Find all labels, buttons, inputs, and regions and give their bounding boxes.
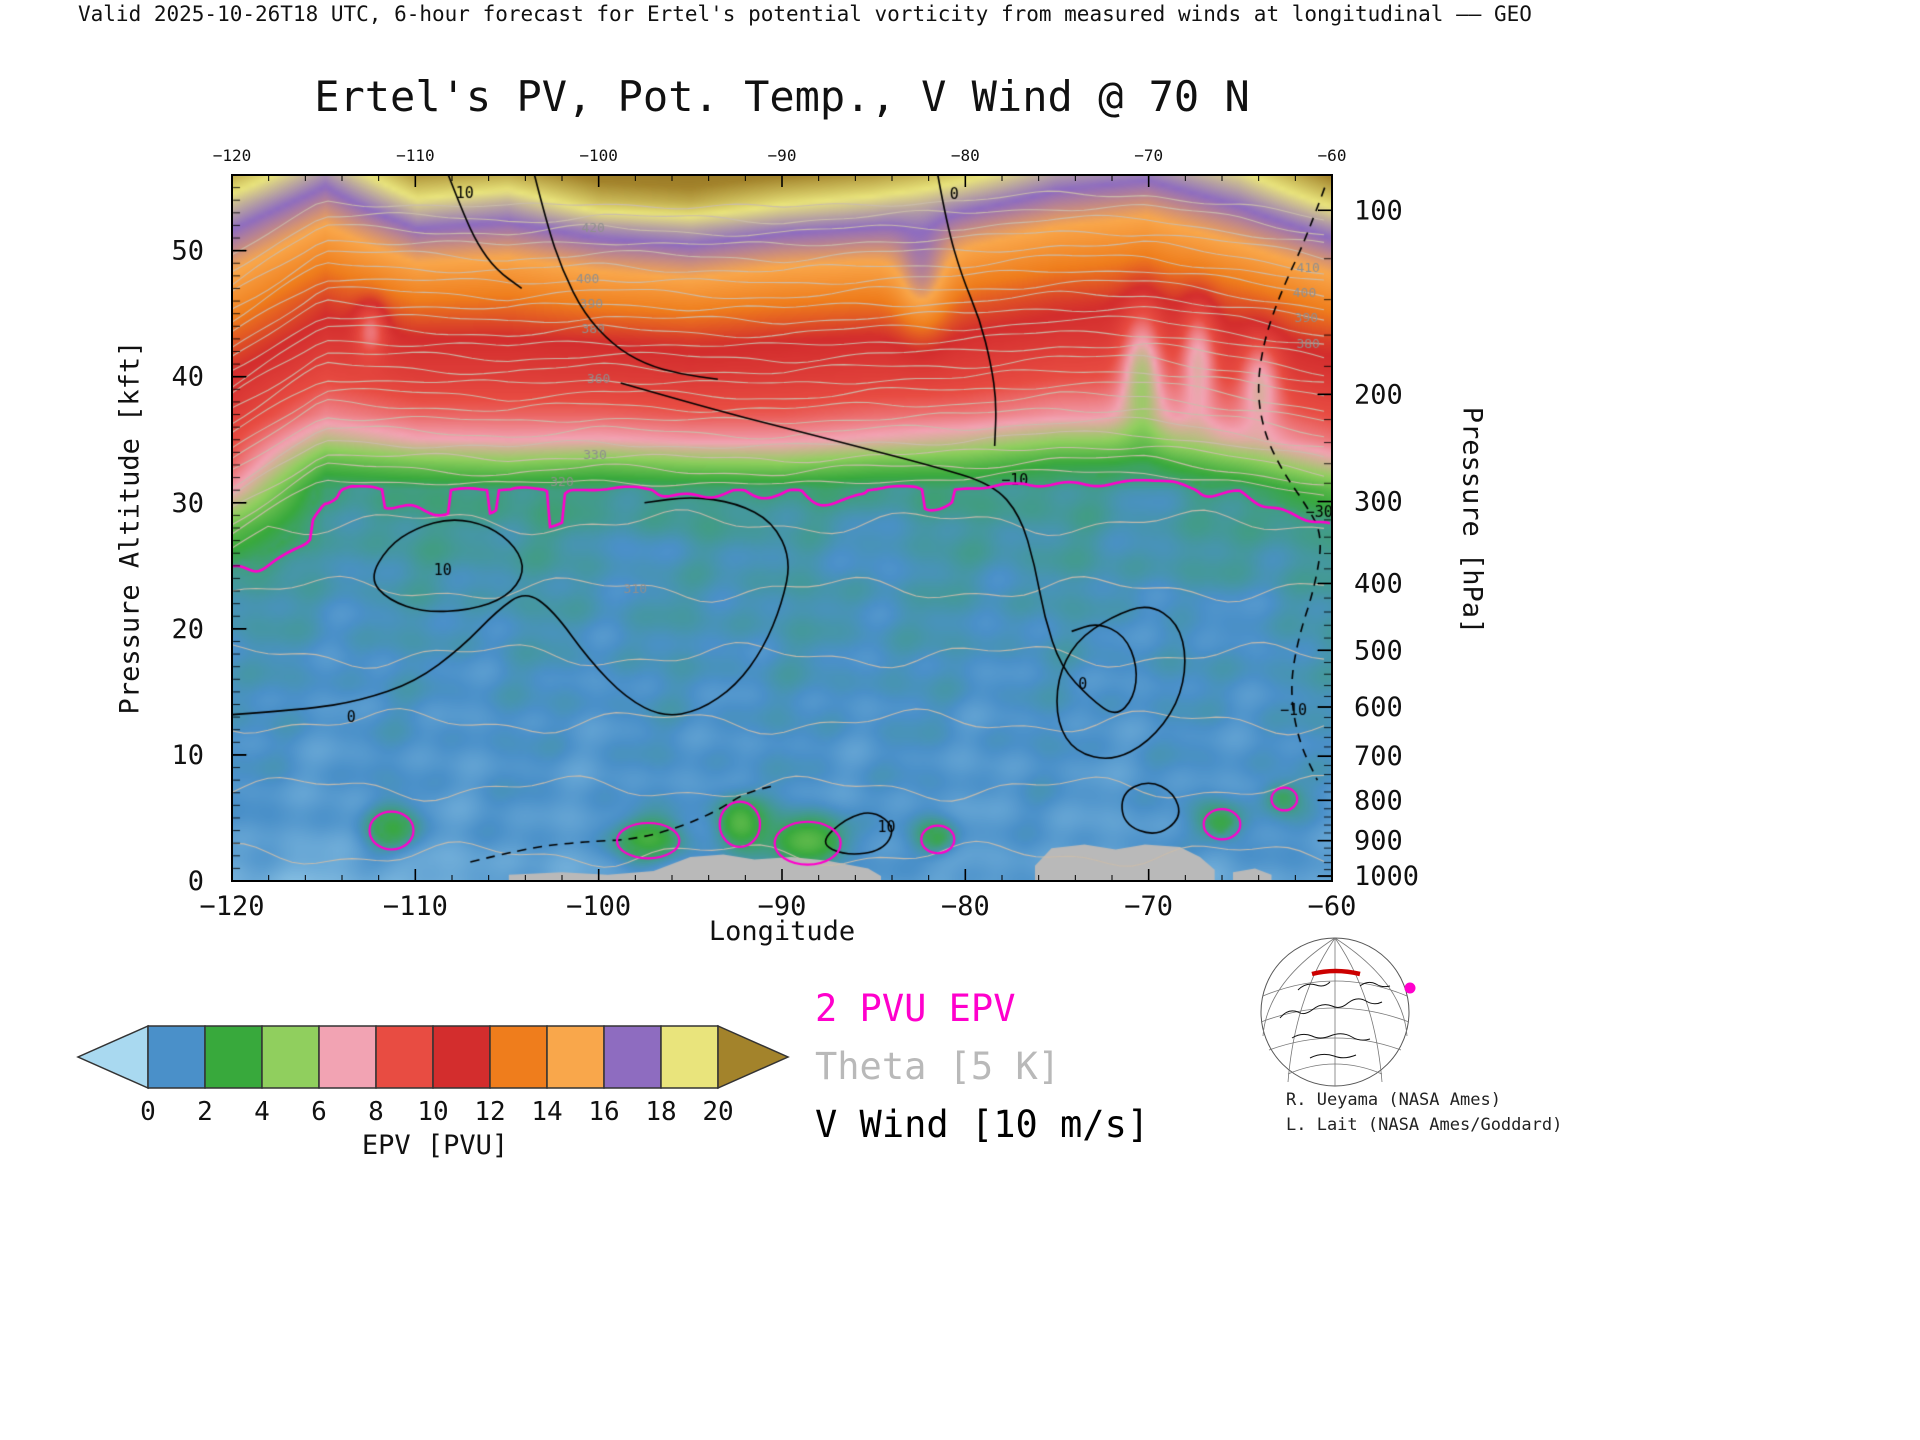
- epv-colorbar: 0 2 4 6 8 10 12 14 16 18 20: [76, 1024, 790, 1127]
- svg-text:300: 300: [1354, 487, 1403, 518]
- svg-text:−110: −110: [383, 891, 448, 922]
- colorbar-segment: [147, 1025, 206, 1089]
- svg-text:900: 900: [1354, 826, 1403, 857]
- svg-text:−70: −70: [1124, 891, 1173, 922]
- colorbar-tick-label: 16: [588, 1097, 619, 1127]
- colorbar-tick-label: 10: [417, 1097, 448, 1127]
- colorbar-tick-label: 18: [645, 1097, 676, 1127]
- svg-text:400: 400: [1354, 568, 1403, 599]
- svg-text:40: 40: [171, 362, 204, 393]
- colorbar-segment: [261, 1025, 320, 1089]
- svg-text:20: 20: [171, 614, 204, 645]
- svg-text:100: 100: [1354, 195, 1403, 226]
- colorbar-segment: [603, 1025, 662, 1089]
- colorbar-segment: [660, 1025, 719, 1089]
- coastlines: [1279, 981, 1391, 1059]
- svg-text:50: 50: [171, 236, 204, 267]
- cross-section-latitude-line: [1311, 968, 1361, 977]
- colorbar-segment: [489, 1025, 548, 1089]
- colorbar-tick-label: 6: [311, 1097, 327, 1127]
- colorbar-under-arrow: [76, 1024, 149, 1090]
- x-axis-title: Longitude: [708, 916, 856, 947]
- svg-text:−110: −110: [396, 146, 435, 165]
- svg-text:0: 0: [188, 866, 204, 897]
- colorbar-tick-label: 20: [702, 1097, 733, 1127]
- colorbar-segment: [432, 1025, 491, 1089]
- svg-text:−60: −60: [1308, 891, 1357, 922]
- colorbar-tick-label: 2: [197, 1097, 213, 1127]
- y-right-axis-title: Pressure [hPa]: [1456, 406, 1488, 635]
- colorbar-title: EPV [PVU]: [361, 1130, 509, 1161]
- svg-text:−80: −80: [941, 891, 990, 922]
- credit-line-1: R. Ueyama (NASA Ames): [1286, 1090, 1501, 1110]
- colorbar-tick-label: 0: [140, 1097, 156, 1127]
- svg-text:−100: −100: [566, 891, 631, 922]
- svg-text:−100: −100: [579, 146, 618, 165]
- colorbar-segment: [375, 1025, 434, 1089]
- svg-text:−70: −70: [1134, 146, 1163, 165]
- svg-text:−90: −90: [758, 891, 807, 922]
- legend-item-pv2: 2 PVU EPV: [815, 987, 1016, 1030]
- legend-item-vwind: V Wind [10 m/s]: [815, 1103, 1150, 1146]
- colorbar-tick-label: 4: [254, 1097, 270, 1127]
- svg-text:600: 600: [1354, 692, 1403, 723]
- legend: 2 PVU EPV Theta [5 K] V Wind [10 m/s]: [815, 980, 1149, 1154]
- svg-text:800: 800: [1354, 785, 1403, 816]
- credit-line-2: L. Lait (NASA Ames/Goddard): [1286, 1115, 1563, 1135]
- axis-ticks: [231, 175, 1333, 882]
- credits: R. Ueyama (NASA Ames) L. Lait (NASA Ames…: [1286, 1088, 1562, 1138]
- svg-text:−120: −120: [213, 146, 252, 165]
- legend-item-theta: Theta [5 K]: [815, 1045, 1061, 1088]
- svg-text:−60: −60: [1318, 146, 1347, 165]
- svg-text:−80: −80: [951, 146, 980, 165]
- station-marker-dot: [1404, 982, 1416, 994]
- valid-time-header: Valid 2025-10-26T18 UTC, 6-hour forecast…: [78, 2, 1532, 26]
- plot-frame: [231, 174, 1333, 882]
- y-left-axis-title: Pressure Altitude [kft]: [114, 340, 146, 715]
- epv-cross-section-canvas: [232, 175, 1332, 881]
- page-title: Ertel's PV, Pot. Temp., V Wind @ 70 N: [314, 72, 1250, 121]
- svg-text:700: 700: [1354, 741, 1403, 772]
- svg-text:10: 10: [171, 740, 204, 771]
- location-inset-map: [1260, 937, 1416, 1087]
- colorbar-tick-label: 12: [474, 1097, 505, 1127]
- colorbar-segment: [318, 1025, 377, 1089]
- svg-text:−120: −120: [199, 891, 264, 922]
- axis-tick-labels: −120 −120 −110 −110 −100 −100 −90 −90 −80 −80 −70 −…: [171, 146, 1419, 922]
- svg-text:1000: 1000: [1354, 861, 1419, 892]
- colorbar-over-arrow: [717, 1024, 790, 1090]
- svg-text:500: 500: [1354, 635, 1403, 666]
- svg-text:30: 30: [171, 488, 204, 519]
- colorbar-segment: [546, 1025, 605, 1089]
- svg-text:200: 200: [1354, 379, 1403, 410]
- colorbar-tick-label: 8: [368, 1097, 384, 1127]
- colorbar-segment: [204, 1025, 263, 1089]
- graticule: [1260, 937, 1410, 1086]
- colorbar-tick-label: 14: [531, 1097, 562, 1127]
- svg-text:−90: −90: [768, 146, 797, 165]
